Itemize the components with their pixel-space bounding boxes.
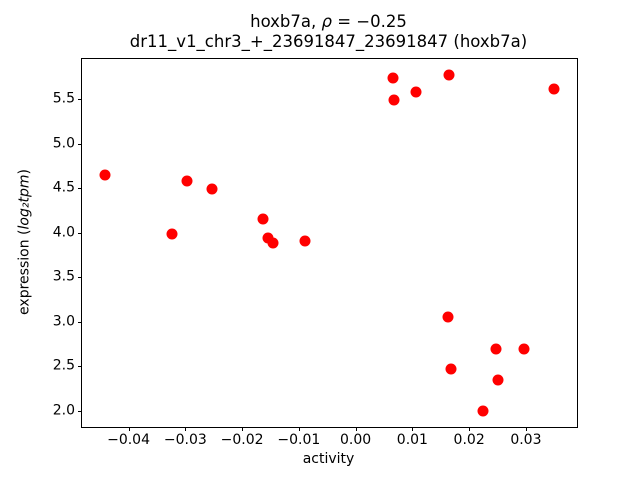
ylabel-prefix: expression ( — [16, 229, 33, 315]
scatter-point — [490, 343, 502, 355]
scatter-point — [518, 343, 530, 355]
scatter-point — [442, 311, 454, 323]
y-tick-label: 2.5 — [52, 357, 75, 374]
title-rho-value: = −0.25 — [331, 12, 407, 31]
plot-area: −0.04 −0.03 −0.02 −0.01 0.00 0.01 0.02 0.03 2.0 2… — [53, 58, 578, 448]
y-tick-label: 2.0 — [52, 402, 75, 419]
x-tick-label: −0.04 — [107, 432, 150, 448]
y-tick-mark — [78, 410, 82, 412]
y-tick-label: 4.0 — [52, 224, 75, 241]
scatter-point — [206, 183, 218, 195]
x-tick-label: 0.00 — [340, 432, 372, 448]
y-tick-label: 3.0 — [52, 313, 75, 330]
x-tick-mark — [128, 427, 130, 431]
y-tick-label: 5.0 — [52, 135, 75, 152]
x-tick-mark — [412, 427, 414, 431]
x-tick-label: 0.02 — [453, 432, 485, 448]
scatter-point — [548, 83, 560, 95]
ylabel-math: log₂tpm — [16, 174, 33, 230]
scatter-point — [267, 237, 279, 249]
scatter-point — [477, 405, 489, 417]
y-axis-label: expression (log₂tpm) — [16, 169, 33, 315]
y-tick-label: 4.5 — [52, 179, 75, 196]
scatter-point — [443, 69, 455, 81]
scatter-point — [166, 228, 178, 240]
x-tick-label: 0.03 — [510, 432, 542, 448]
scatter-point — [262, 232, 274, 244]
y-tick-mark — [78, 232, 82, 234]
x-tick-mark — [298, 427, 300, 431]
y-tick-mark — [78, 188, 82, 190]
scatter-point — [299, 235, 311, 247]
title-prefix: hoxb7a, — [250, 12, 322, 31]
title-rho-symbol: ρ — [321, 12, 332, 31]
x-tick-mark — [525, 427, 527, 431]
y-tick-label: 5.5 — [52, 90, 75, 107]
x-tick-mark — [185, 427, 187, 431]
x-tick-label: −0.01 — [277, 432, 321, 448]
y-tick-mark — [78, 99, 82, 101]
scatter-point — [492, 374, 504, 386]
chart-title: hoxb7a, ρ = −0.25 — [81, 13, 576, 31]
chart-subtitle: dr11_v1_chr3_+_23691847_23691847 (hoxb7a… — [129, 32, 528, 51]
x-tick-mark — [242, 427, 244, 431]
scatter-point — [99, 169, 111, 181]
y-tick-mark — [78, 143, 82, 145]
scatter-point — [410, 86, 422, 98]
x-tick-mark — [355, 427, 357, 431]
x-axis-label: activity — [302, 451, 355, 467]
y-tick-mark — [78, 366, 82, 368]
y-tick-mark — [78, 321, 82, 323]
ylabel-suffix: ) — [16, 169, 33, 175]
scatter-point — [445, 363, 457, 375]
x-tick-label: −0.03 — [163, 432, 207, 448]
scatter-point — [388, 94, 400, 106]
scatter-point — [181, 175, 193, 187]
scatter-point — [387, 72, 399, 84]
x-tick-mark — [469, 427, 471, 431]
x-tick-label: 0.01 — [396, 432, 428, 448]
y-tick-label: 3.5 — [52, 268, 75, 285]
scatter-point — [257, 213, 269, 225]
y-tick-mark — [78, 277, 82, 279]
x-tick-label: −0.02 — [220, 432, 264, 448]
